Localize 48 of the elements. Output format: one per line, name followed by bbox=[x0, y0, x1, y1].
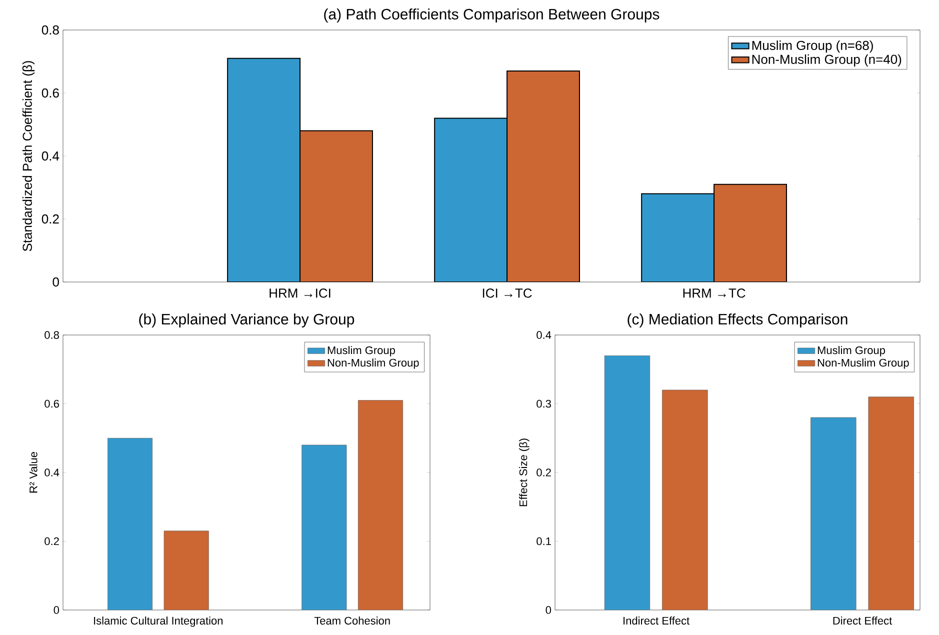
y-tick-label: 0.4 bbox=[44, 468, 60, 476]
x-tick-label: HRM →TC bbox=[683, 288, 746, 298]
bar bbox=[107, 438, 153, 610]
chart-title: (b) Explained Variance by Group bbox=[139, 313, 354, 328]
bar bbox=[227, 58, 301, 282]
x-tick-label: Team Cohesion bbox=[314, 616, 390, 625]
y-tick-label: 0.2 bbox=[44, 537, 59, 546]
y-tick-label: 0 bbox=[54, 606, 60, 614]
legend-label: Muslim Group (n=68) bbox=[752, 40, 873, 53]
bar bbox=[506, 70, 580, 282]
y-tick-label: 0 bbox=[52, 277, 59, 287]
x-tick-label: Direct Effect bbox=[833, 616, 892, 625]
y-axis-title: Standardized Path Coefficient (β) bbox=[22, 61, 35, 252]
y-tick-label: 0.2 bbox=[42, 214, 59, 224]
y-axis-title: R² Value bbox=[29, 452, 38, 493]
legend-label: Non-Muslim Group (n=40) bbox=[752, 54, 902, 67]
legend-label: Non-Muslim Group bbox=[818, 358, 909, 369]
y-tick-label: 0.2 bbox=[536, 468, 551, 476]
bar bbox=[662, 390, 708, 610]
x-tick-label: Islamic Cultural Integration bbox=[94, 616, 223, 627]
bar bbox=[868, 396, 914, 610]
bar bbox=[164, 530, 209, 610]
y-tick-label: 0.8 bbox=[44, 331, 59, 339]
x-tick-label: Indirect Effect bbox=[624, 616, 690, 625]
bar bbox=[604, 355, 650, 610]
y-tick-label: 0.6 bbox=[44, 400, 59, 408]
y-tick-label: 0.4 bbox=[536, 331, 552, 339]
bar bbox=[358, 400, 404, 610]
y-tick-label: 0.4 bbox=[42, 151, 60, 161]
legend-label: Non-Muslim Group bbox=[328, 358, 419, 369]
legend-label: Muslim Group bbox=[818, 346, 885, 356]
chart-title: (c) Mediation Effects Comparison bbox=[628, 313, 848, 328]
y-tick-label: 0.1 bbox=[536, 537, 551, 546]
chart-title: (a) Path Coefficients Comparison Between Groups bbox=[324, 8, 660, 22]
bar bbox=[434, 118, 508, 282]
bar bbox=[641, 193, 715, 282]
y-tick-label: 0 bbox=[546, 606, 552, 614]
bar bbox=[714, 184, 787, 282]
y-axis-title: Effect Size (β) bbox=[519, 438, 530, 506]
bar bbox=[810, 417, 856, 610]
bar bbox=[300, 130, 373, 282]
y-tick-label: 0.3 bbox=[536, 400, 551, 408]
legend-label: Muslim Group bbox=[328, 346, 395, 356]
x-tick-label: ICI →TC bbox=[482, 288, 532, 298]
x-tick-label: HRM →ICI bbox=[270, 288, 330, 298]
y-tick-label: 0.8 bbox=[42, 25, 59, 35]
y-tick-label: 0.6 bbox=[42, 88, 59, 98]
bar bbox=[302, 444, 347, 610]
